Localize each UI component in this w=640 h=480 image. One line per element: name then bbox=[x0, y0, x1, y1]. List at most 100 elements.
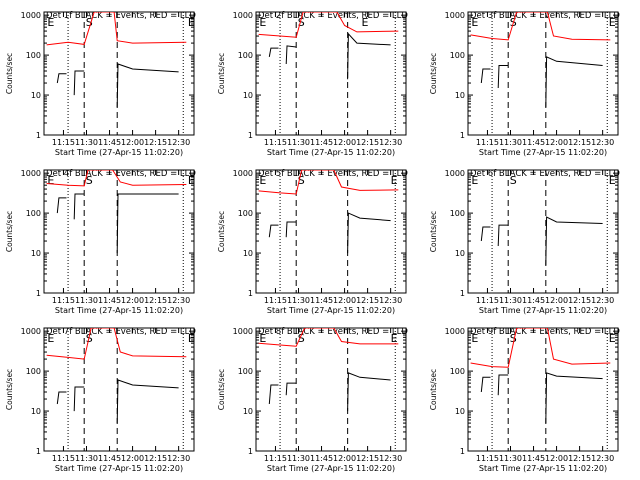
x-tick-label: 11:30 bbox=[499, 138, 522, 147]
x-tick-label: 12:30 bbox=[167, 454, 190, 463]
x-tick-label: 11:30 bbox=[287, 138, 310, 147]
y-tick-label: 100 bbox=[450, 51, 465, 60]
events-series-line bbox=[116, 63, 179, 108]
y-tick-label: 1 bbox=[248, 447, 253, 456]
x-tick-label: 12:30 bbox=[379, 454, 402, 463]
panel-6: Det 6f BLACK = Events, RED = LLD 1 10 100 10… bbox=[429, 169, 620, 315]
y-tick-label: 100 bbox=[238, 51, 253, 60]
x-tick-label: 12:15 bbox=[568, 138, 591, 147]
x-tick-label: 12:15 bbox=[144, 454, 167, 463]
x-tick-label: 11:45 bbox=[310, 296, 333, 305]
x-tick-label: 12:00 bbox=[545, 296, 568, 305]
events-series-line bbox=[480, 68, 491, 84]
events-series-line bbox=[73, 70, 85, 96]
events-series-line bbox=[497, 65, 509, 89]
series-group bbox=[480, 216, 603, 266]
plot-frame bbox=[43, 11, 195, 136]
y-tick-label: 1000 bbox=[21, 11, 41, 20]
x-tick-label: 11:45 bbox=[522, 138, 545, 147]
x-tick-label: 11:30 bbox=[75, 296, 98, 305]
y-tick-label: 1000 bbox=[445, 11, 465, 20]
series-group bbox=[46, 328, 187, 424]
y-tick-label: 100 bbox=[450, 367, 465, 376]
y-tick-label: 1000 bbox=[445, 327, 465, 336]
marker-label-s: S bbox=[86, 174, 93, 187]
y-tick-label: 100 bbox=[26, 51, 41, 60]
x-tick-label: 12:30 bbox=[591, 296, 614, 305]
x-tick-label: 12:00 bbox=[333, 454, 356, 463]
series-group bbox=[470, 328, 611, 424]
y-tick-label: 1000 bbox=[233, 169, 253, 178]
panel-title: Det 3f BLACK = Events, RED = LLD bbox=[470, 11, 620, 21]
x-tick-label: 11:30 bbox=[287, 454, 310, 463]
y-axis-label: Counts/sec bbox=[5, 211, 14, 252]
y-tick-label: 10 bbox=[455, 249, 465, 258]
events-series-line bbox=[56, 197, 67, 214]
events-series-line bbox=[545, 56, 603, 108]
marker-label-e-right: E bbox=[609, 332, 616, 345]
marker-label-e: E bbox=[47, 16, 54, 29]
y-tick-label: 10 bbox=[31, 249, 41, 258]
plot-frame bbox=[43, 327, 195, 452]
y-tick-label: 1000 bbox=[445, 169, 465, 178]
x-axis-label: Start Time (27-Apr-15 11:02:20) bbox=[267, 306, 395, 315]
lld-series-line bbox=[258, 12, 399, 38]
x-tick-label: 12:30 bbox=[591, 454, 614, 463]
y-tick-label: 1 bbox=[460, 447, 465, 456]
marker-label-e-right: E bbox=[391, 174, 398, 187]
panel-2: Det 2f BLACK = Events, RED = LLD 1 10 100 10… bbox=[217, 11, 408, 157]
x-tick-label: 11:15 bbox=[476, 454, 499, 463]
y-tick-label: 1 bbox=[460, 131, 465, 140]
series-group bbox=[46, 12, 187, 108]
y-axis-label: Counts/sec bbox=[217, 53, 226, 94]
x-tick-label: 11:15 bbox=[52, 454, 75, 463]
panel-7: Det 7f BLACK = Events, RED = LLD 1 10 100 10… bbox=[5, 327, 196, 473]
x-tick-label: 11:45 bbox=[310, 138, 333, 147]
series-group bbox=[258, 328, 399, 412]
x-tick-label: 12:00 bbox=[121, 138, 144, 147]
marker-label-s: S bbox=[510, 332, 517, 345]
series-group bbox=[258, 170, 399, 254]
marker-label-e-right: E bbox=[361, 16, 368, 29]
plot-frame bbox=[43, 169, 195, 294]
y-tick-label: 1000 bbox=[233, 327, 253, 336]
x-axis-label: Start Time (27-Apr-15 11:02:20) bbox=[55, 464, 183, 473]
panel-4: Det 4f BLACK = Events, RED = LLD 1 10 100 10… bbox=[5, 169, 196, 315]
x-tick-label: 11:30 bbox=[75, 454, 98, 463]
events-series-line bbox=[285, 382, 297, 396]
marker-label-e-right: E bbox=[609, 174, 616, 187]
marker-label-e: E bbox=[471, 174, 478, 187]
x-tick-label: 11:45 bbox=[98, 138, 121, 147]
x-tick-label: 12:30 bbox=[379, 296, 402, 305]
y-axis-label: Counts/sec bbox=[429, 53, 438, 94]
y-tick-label: 1000 bbox=[21, 327, 41, 336]
marker-label-e: E bbox=[259, 174, 266, 187]
marker-label-e: E bbox=[259, 332, 266, 345]
x-axis-label: Start Time (27-Apr-15 11:02:20) bbox=[267, 148, 395, 157]
y-tick-label: 10 bbox=[31, 91, 41, 100]
x-tick-label: 12:00 bbox=[333, 138, 356, 147]
events-series-line bbox=[347, 372, 391, 412]
events-series-line bbox=[347, 32, 391, 80]
lld-series-line bbox=[46, 12, 187, 46]
panel-title: Det 6f BLACK = Events, RED = LLD bbox=[470, 169, 620, 179]
marker-label-e-right: E bbox=[188, 332, 195, 345]
panel-title: Det 4f BLACK = Events, RED = LLD bbox=[46, 169, 196, 179]
y-tick-label: 1 bbox=[460, 289, 465, 298]
events-series-line bbox=[56, 73, 67, 84]
events-series-line bbox=[56, 391, 67, 405]
panel-title: Det 7f BLACK = Events, RED = LLD bbox=[46, 327, 196, 337]
y-axis-label: Counts/sec bbox=[5, 53, 14, 94]
x-axis-label: Start Time (27-Apr-15 11:02:20) bbox=[479, 464, 607, 473]
marker-label-e-right: E bbox=[188, 16, 195, 29]
events-series-line bbox=[545, 372, 603, 424]
x-tick-label: 12:15 bbox=[356, 138, 379, 147]
events-series-line bbox=[73, 386, 85, 412]
x-tick-label: 12:15 bbox=[568, 454, 591, 463]
plot-frame bbox=[467, 11, 619, 136]
y-tick-label: 10 bbox=[31, 407, 41, 416]
lld-series-line bbox=[258, 328, 399, 347]
x-tick-label: 11:15 bbox=[476, 138, 499, 147]
panel-3: Det 3f BLACK = Events, RED = LLD 1 10 100 10… bbox=[429, 11, 620, 157]
